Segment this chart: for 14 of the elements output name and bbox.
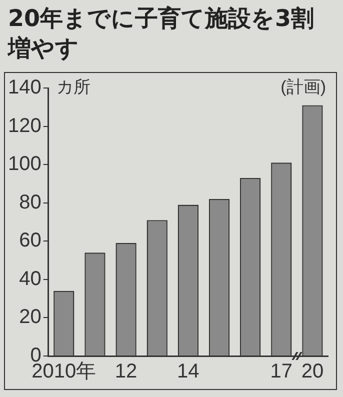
y-tick-label: 140 (8, 76, 42, 99)
annotation: (計画) (280, 78, 326, 97)
y-tick-label: 80 (19, 191, 42, 214)
x-tick-label: 20 (301, 360, 324, 383)
y-tick-label: 100 (8, 153, 42, 176)
x-tick-label: 17 (270, 360, 293, 383)
y-tick-label: 60 (19, 230, 42, 252)
y-tick-label: 20 (19, 306, 42, 328)
x-tick-label: 12 (114, 360, 138, 383)
chart-title: 20年までに子育て施設を3割増やす (8, 4, 316, 64)
x-tick-label: 14 (177, 360, 200, 383)
y-tick-label: 120 (8, 114, 42, 137)
y-axis-title: カ所 (56, 78, 90, 97)
y-tick-label: 40 (19, 268, 42, 290)
